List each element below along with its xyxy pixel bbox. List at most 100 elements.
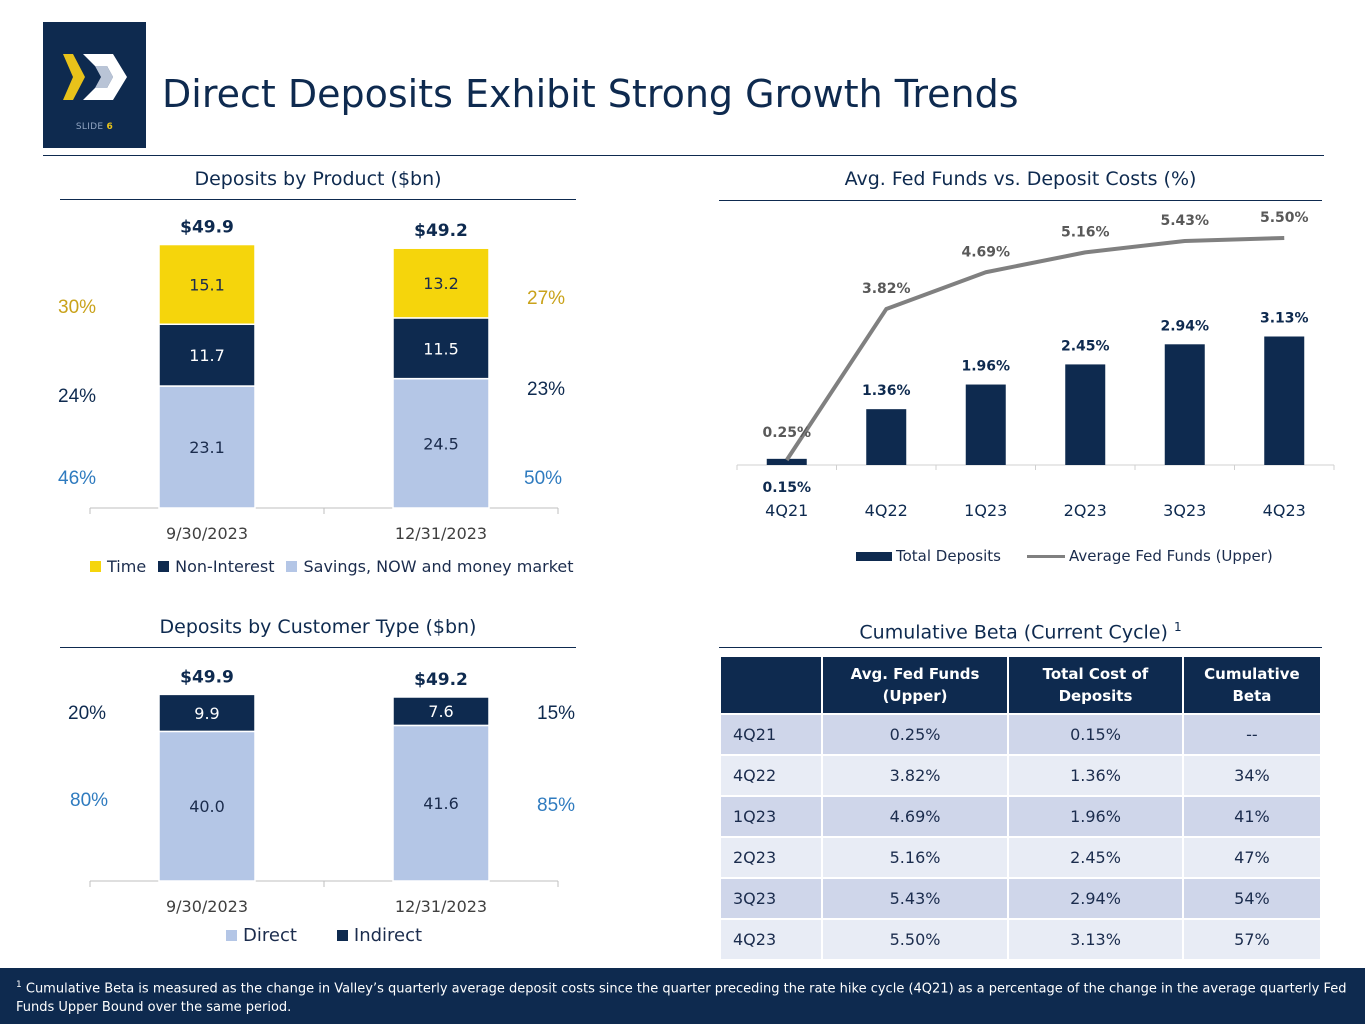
customer-share-indirect-left: 20% (68, 703, 107, 724)
legend-item-total-deposits: Total Deposits (856, 547, 1001, 565)
header-fed-funds: Avg. Fed Funds (Upper) (823, 657, 1008, 713)
bar-total-deposits (1164, 344, 1205, 465)
customer-share-indirect-right: 15% (537, 703, 576, 724)
x-tick-label: 4Q22 (865, 501, 908, 520)
x-tick-label: 9/30/2023 (166, 524, 248, 543)
line-data-label: 5.50% (1260, 210, 1309, 226)
bar-data-label: 0.15% (762, 480, 811, 496)
header-cost-deposits: Total Cost of Deposits (1009, 657, 1182, 713)
customer-share-direct-left: 80% (70, 790, 109, 811)
bar-segment (392, 247, 490, 319)
product-share-savings-left: 46% (58, 468, 97, 489)
x-tick-label: 12/31/2023 (395, 524, 487, 543)
deposits-by-product-chart: 23.1 11.7 15.1 $49.9 9/30/2023 24.5 11.5 13.2 $4… (89, 218, 559, 543)
line-data-label: 3.82% (862, 281, 911, 297)
legend-item-time: Time (90, 557, 146, 576)
bar-segment (392, 724, 490, 882)
x-tick-label: 9/30/2023 (166, 897, 248, 916)
cumulative-beta-table: Avg. Fed Funds (Upper) Total Cost of Dep… (719, 655, 1322, 961)
bar-total-deposits (1065, 364, 1106, 465)
data-label: 23.1 (189, 438, 225, 457)
title-divider (43, 155, 1324, 156)
line-data-label: 0.25% (762, 425, 811, 441)
logo-mark-icon (63, 54, 127, 100)
data-label: 13.2 (423, 274, 459, 293)
table-row: 1Q23 4.69% 1.96% 41% (721, 797, 1320, 836)
bar-segment (158, 385, 256, 509)
product-share-time-left: 30% (58, 297, 97, 318)
line-fed-funds (785, 236, 1285, 462)
data-label: 11.7 (189, 346, 225, 365)
bar-data-label: 1.36% (862, 383, 911, 399)
legend-item-fed-funds: Average Fed Funds (Upper) (1026, 547, 1273, 565)
bar-data-label: 2.94% (1160, 318, 1209, 334)
product-chart-rule (60, 199, 576, 200)
header-cumulative-beta: Cumulative Beta (1183, 657, 1320, 713)
data-label: 9.9 (194, 704, 219, 723)
x-tick-label: 12/31/2023 (395, 897, 487, 916)
company-logo: SLIDE 6 (43, 22, 146, 148)
bar-segment (158, 730, 256, 882)
data-label: 11.5 (423, 339, 459, 358)
bar-segment (392, 696, 490, 727)
bar-segment (158, 693, 256, 733)
table-header-row: Avg. Fed Funds (Upper) Total Cost of Dep… (721, 657, 1320, 713)
x-tick-label: 1Q23 (964, 501, 1007, 520)
data-label: 15.1 (189, 275, 225, 294)
table-row: 4Q22 3.82% 1.36% 34% (721, 756, 1320, 795)
customer-chart-rule (60, 647, 576, 648)
x-tick-label: 4Q21 (765, 501, 808, 520)
page-title: Direct Deposits Exhibit Strong Growth Tr… (162, 72, 1019, 116)
deposits-by-customer-chart: 40.0 9.9 $49.9 9/30/2023 41.6 7.6 $49.2 12/31/2… (89, 667, 559, 916)
table-row: 4Q23 5.50% 3.13% 57% (721, 920, 1320, 959)
customer-legend: Direct Indirect (226, 925, 434, 946)
fedfunds-chart-rule (719, 200, 1322, 201)
table-row: 3Q23 5.43% 2.94% 54% (721, 879, 1320, 918)
table-row: 2Q23 5.16% 2.45% 47% (721, 838, 1320, 877)
bar-total-label: $49.2 (414, 670, 468, 690)
bar-data-label: 3.13% (1260, 311, 1309, 327)
fedfunds-legend: Total Deposits Average Fed Funds (Upper) (856, 547, 1287, 565)
footnote: 1 Cumulative Beta is measured as the cha… (0, 968, 1365, 1024)
legend-item-direct: Direct (226, 925, 297, 946)
line-data-label: 5.43% (1160, 213, 1209, 229)
product-share-noninterest-left: 24% (58, 386, 97, 407)
bar-data-label: 2.45% (1061, 338, 1110, 354)
bar-total-deposits (866, 409, 907, 465)
bar-total-deposits (965, 384, 1006, 465)
x-tick-label: 4Q23 (1263, 501, 1306, 520)
product-share-savings-right: 50% (524, 468, 563, 489)
fedfunds-chart-title: Avg. Fed Funds vs. Deposit Costs (%) (844, 168, 1197, 190)
data-label: 7.6 (428, 702, 453, 721)
customer-chart-title: Deposits by Customer Type ($bn) (159, 616, 477, 638)
legend-item-indirect: Indirect (336, 925, 422, 946)
line-data-label: 5.16% (1061, 224, 1110, 240)
header-blank (721, 657, 821, 713)
x-tick-label: 2Q23 (1064, 501, 1107, 520)
legend-item-noninterest: Non-Interest (158, 557, 274, 576)
beta-table-rule (719, 647, 1322, 648)
bar-segment (158, 243, 256, 326)
table-row: 4Q21 0.25% 0.15% -- (721, 715, 1320, 754)
bar-data-label: 1.96% (961, 359, 1010, 375)
legend-item-savings: Savings, NOW and money market (286, 557, 574, 576)
bar-total-deposits (766, 458, 807, 465)
data-label: 40.0 (189, 797, 225, 816)
slide-number: SLIDE 6 (75, 122, 114, 132)
customer-share-direct-right: 85% (537, 795, 576, 816)
beta-table-title: Cumulative Beta (Current Cycle) 1 (859, 620, 1182, 644)
data-label: 24.5 (423, 434, 459, 453)
bar-total-label: $49.2 (414, 221, 468, 241)
bar-total-deposits (1264, 336, 1305, 465)
product-share-time-right: 27% (527, 288, 566, 309)
product-legend: Time Non-Interest Savings, NOW and money… (90, 557, 586, 576)
product-chart-title: Deposits by Product ($bn) (194, 168, 442, 190)
bar-total-label: $49.9 (180, 667, 234, 687)
fedfunds-vs-deposit-costs-chart: 0.15% 4Q21 1.36% 4Q22 1.96% 1Q23 2.45% 2Q23 2.94… (736, 210, 1335, 520)
bar-total-label: $49.9 (180, 218, 234, 238)
x-tick-label: 3Q23 (1163, 501, 1206, 520)
bar-segment (392, 377, 490, 509)
line-data-label: 4.69% (961, 244, 1010, 260)
data-label: 41.6 (423, 794, 459, 813)
product-share-noninterest-right: 23% (527, 379, 566, 400)
